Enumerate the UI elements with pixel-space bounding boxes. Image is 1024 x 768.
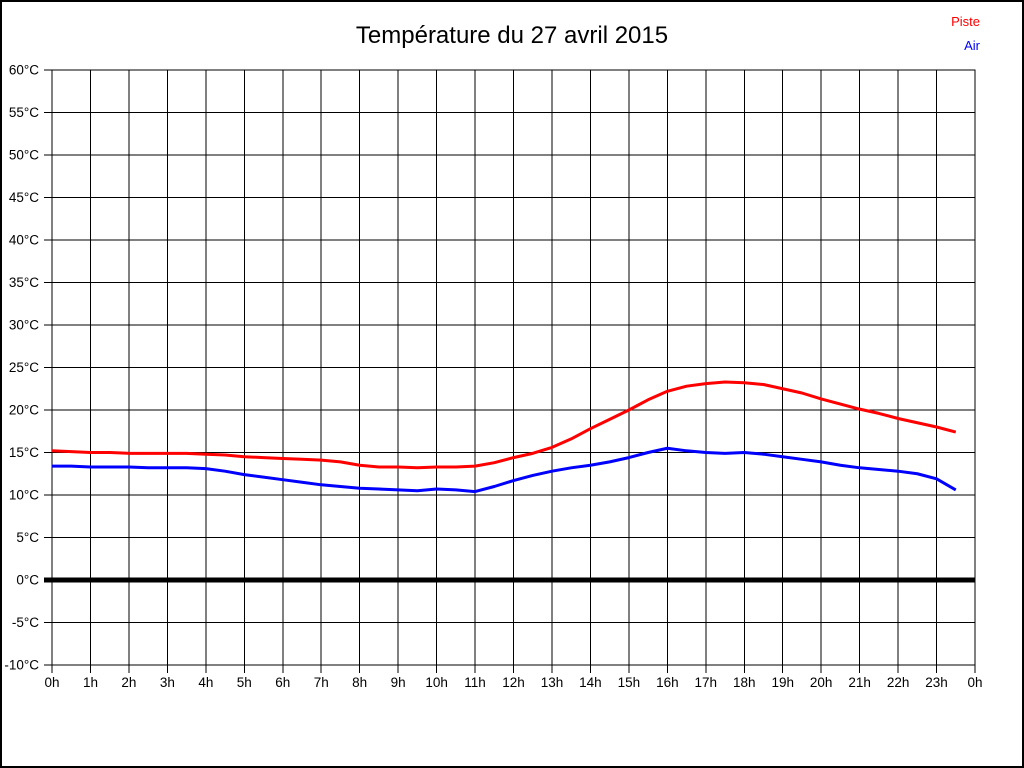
x-tick-label: 10h bbox=[425, 675, 448, 690]
x-tick-label: 16h bbox=[656, 675, 679, 690]
y-tick-label: 45°C bbox=[9, 190, 39, 205]
y-tick-label: 60°C bbox=[9, 63, 39, 78]
x-tick-label: 7h bbox=[314, 675, 329, 690]
x-tick-label: 23h bbox=[925, 675, 948, 690]
x-tick-label: 22h bbox=[887, 675, 910, 690]
x-tick-label: 19h bbox=[771, 675, 794, 690]
x-tick-label: 1h bbox=[83, 675, 98, 690]
x-tick-label: 20h bbox=[810, 675, 833, 690]
y-tick-label: 0°C bbox=[16, 573, 39, 588]
y-tick-label: 5°C bbox=[16, 530, 39, 545]
x-tick-label: 12h bbox=[502, 675, 525, 690]
legend-item-air: Air bbox=[964, 38, 980, 53]
series-line-air bbox=[52, 446, 957, 494]
x-tick-label: 2h bbox=[121, 675, 136, 690]
legend: Piste Air bbox=[951, 14, 980, 53]
y-tick-label: 50°C bbox=[9, 148, 39, 163]
x-tick-label: 0h bbox=[967, 675, 982, 690]
x-tick-label: 4h bbox=[198, 675, 213, 690]
x-tick-label: 9h bbox=[391, 675, 406, 690]
y-tick-label: 40°C bbox=[9, 233, 39, 248]
x-tick-label: 15h bbox=[618, 675, 641, 690]
x-tick-label: 0h bbox=[44, 675, 59, 690]
y-tick-label: 15°C bbox=[9, 445, 39, 460]
legend-item-piste: Piste bbox=[951, 14, 980, 29]
y-tick-label: -10°C bbox=[4, 658, 39, 673]
y-tick-label: -5°C bbox=[12, 615, 39, 630]
x-tick-label: 14h bbox=[579, 675, 602, 690]
y-tick-label: 25°C bbox=[9, 360, 39, 375]
y-tick-label: 35°C bbox=[9, 275, 39, 290]
x-tick-label: 5h bbox=[237, 675, 252, 690]
series-line-piste bbox=[51, 380, 957, 470]
y-tick-label: 10°C bbox=[9, 488, 39, 503]
x-tick-label: 13h bbox=[541, 675, 564, 690]
x-tick-label: 17h bbox=[695, 675, 718, 690]
x-tick-label: 21h bbox=[848, 675, 871, 690]
chart-title: Température du 27 avril 2015 bbox=[355, 22, 669, 49]
y-tick-label: 30°C bbox=[9, 318, 39, 333]
x-tick-label: 18h bbox=[733, 675, 756, 690]
y-tick-label: 55°C bbox=[9, 105, 39, 120]
x-tick-label: 11h bbox=[464, 675, 486, 690]
x-tick-label: 8h bbox=[352, 675, 367, 690]
x-tick-label: 3h bbox=[160, 675, 175, 690]
plot-frame bbox=[51, 69, 976, 666]
x-tick-label: 6h bbox=[275, 675, 290, 690]
y-tick-label: 20°C bbox=[9, 403, 39, 418]
